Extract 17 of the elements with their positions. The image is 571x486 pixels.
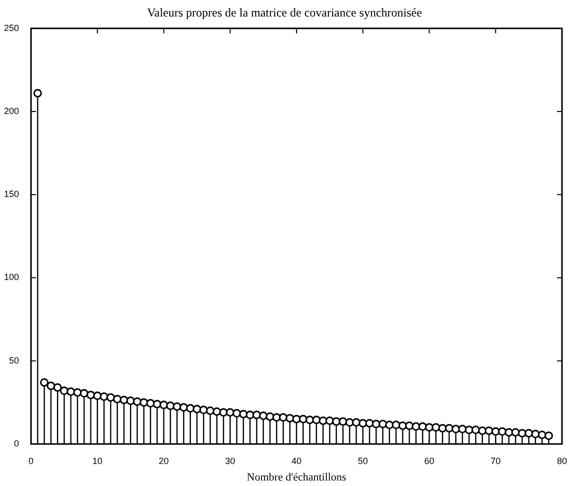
y-tick-label: 150 [4, 189, 20, 200]
y-tick-label: 200 [4, 106, 20, 116]
x-tick-label: 30 [225, 456, 236, 466]
x-tick-label: 20 [158, 456, 169, 466]
y-tick-label: 250 [4, 22, 20, 33]
x-tick-label: 80 [556, 456, 567, 466]
x-axis-title: Nombre d'échantillons [246, 471, 346, 484]
y-tick-label: 0 [14, 438, 20, 448]
y-tick-label: 100 [4, 272, 20, 282]
x-tick-label: 0 [28, 456, 34, 466]
x-tick-label: 10 [92, 456, 102, 466]
x-tick-label: 70 [490, 456, 501, 466]
x-tick-label: 50 [358, 456, 368, 466]
x-tick-label: 60 [424, 456, 434, 466]
y-tick-label: 50 [9, 355, 20, 366]
x-tick-label: 40 [292, 456, 302, 466]
chart-title: Valeurs propres de la matrice de covariance synchronisée [147, 5, 422, 20]
